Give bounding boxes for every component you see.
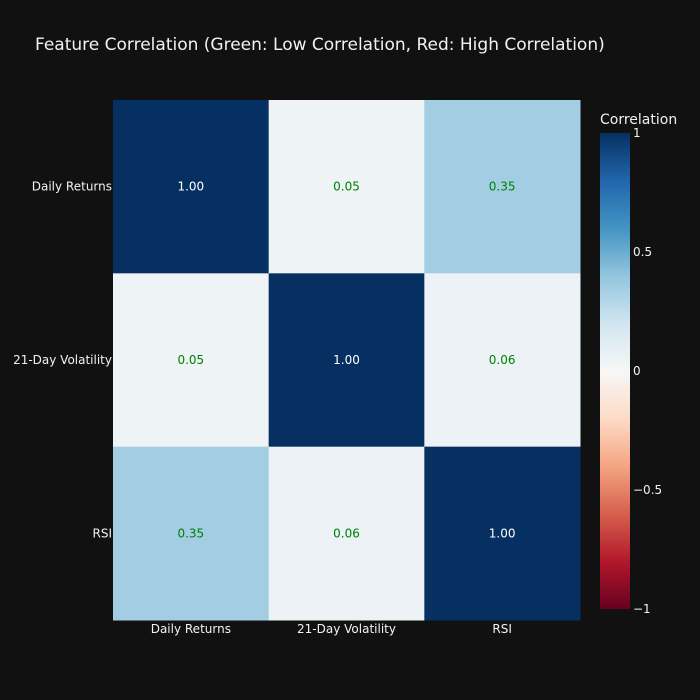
x-axis-tick-label: RSI — [492, 622, 512, 636]
colorbar-tick-label: −1 — [633, 602, 651, 616]
x-axis-tick-labels: Daily Returns 21-Day Volatility RSI — [151, 622, 512, 636]
x-axis-tick-label: Daily Returns — [151, 622, 231, 636]
colorbar-tick-label: 1 — [633, 126, 641, 140]
heatmap-cells — [113, 100, 581, 621]
heatmap-cell-label: 0.05 — [333, 180, 360, 194]
y-axis-tick-label: 21-Day Volatility — [13, 353, 112, 367]
heatmap-cell — [268, 446, 425, 621]
colorbar-gradient — [600, 133, 630, 609]
heatmap-cell — [268, 100, 425, 274]
heatmap-cell-label: 1.00 — [333, 353, 360, 367]
x-axis-tick-label: 21-Day Volatility — [297, 622, 396, 636]
heatmap-cell-label: 1.00 — [177, 180, 204, 194]
colorbar-tick-label: 0.5 — [633, 245, 652, 259]
y-axis-tick-label: RSI — [93, 526, 113, 540]
heatmap-cell-label: 1.00 — [489, 526, 516, 540]
colorbar-tick-label: −0.5 — [633, 483, 662, 497]
colorbar-tick-labels: 1 0.5 0 −0.5 −1 — [633, 126, 662, 616]
heatmap-cell — [424, 446, 581, 621]
heatmap-cell-label: 0.35 — [489, 180, 516, 194]
colorbar-tick-label: 0 — [633, 364, 641, 378]
heatmap-cell-label: 0.05 — [177, 353, 204, 367]
heatmap-cell — [424, 273, 581, 448]
heatmap-cell — [268, 273, 425, 448]
y-axis-tick-labels: Daily Returns 21-Day Volatility RSI — [13, 180, 112, 541]
colorbar: Correlation 1 0.5 0 −0.5 −1 — [600, 112, 677, 616]
y-axis-tick-label: Daily Returns — [32, 180, 112, 194]
heatmap-cell-label: 0.06 — [489, 353, 516, 367]
heatmap-cell-label: 0.06 — [333, 526, 360, 540]
heatmap-cell — [113, 446, 270, 621]
heatmap-cell-labels: 1.00 0.05 0.35 0.05 1.00 0.06 0.35 0.06 1.00 — [177, 180, 515, 541]
colorbar-title: Correlation — [600, 112, 677, 128]
heatmap-cell — [113, 100, 270, 274]
heatmap-cell — [113, 273, 270, 448]
heatmap-cell — [424, 100, 581, 274]
chart-title: Feature Correlation (Green: Low Correlat… — [35, 35, 605, 55]
heatmap-cell-label: 0.35 — [177, 526, 204, 540]
